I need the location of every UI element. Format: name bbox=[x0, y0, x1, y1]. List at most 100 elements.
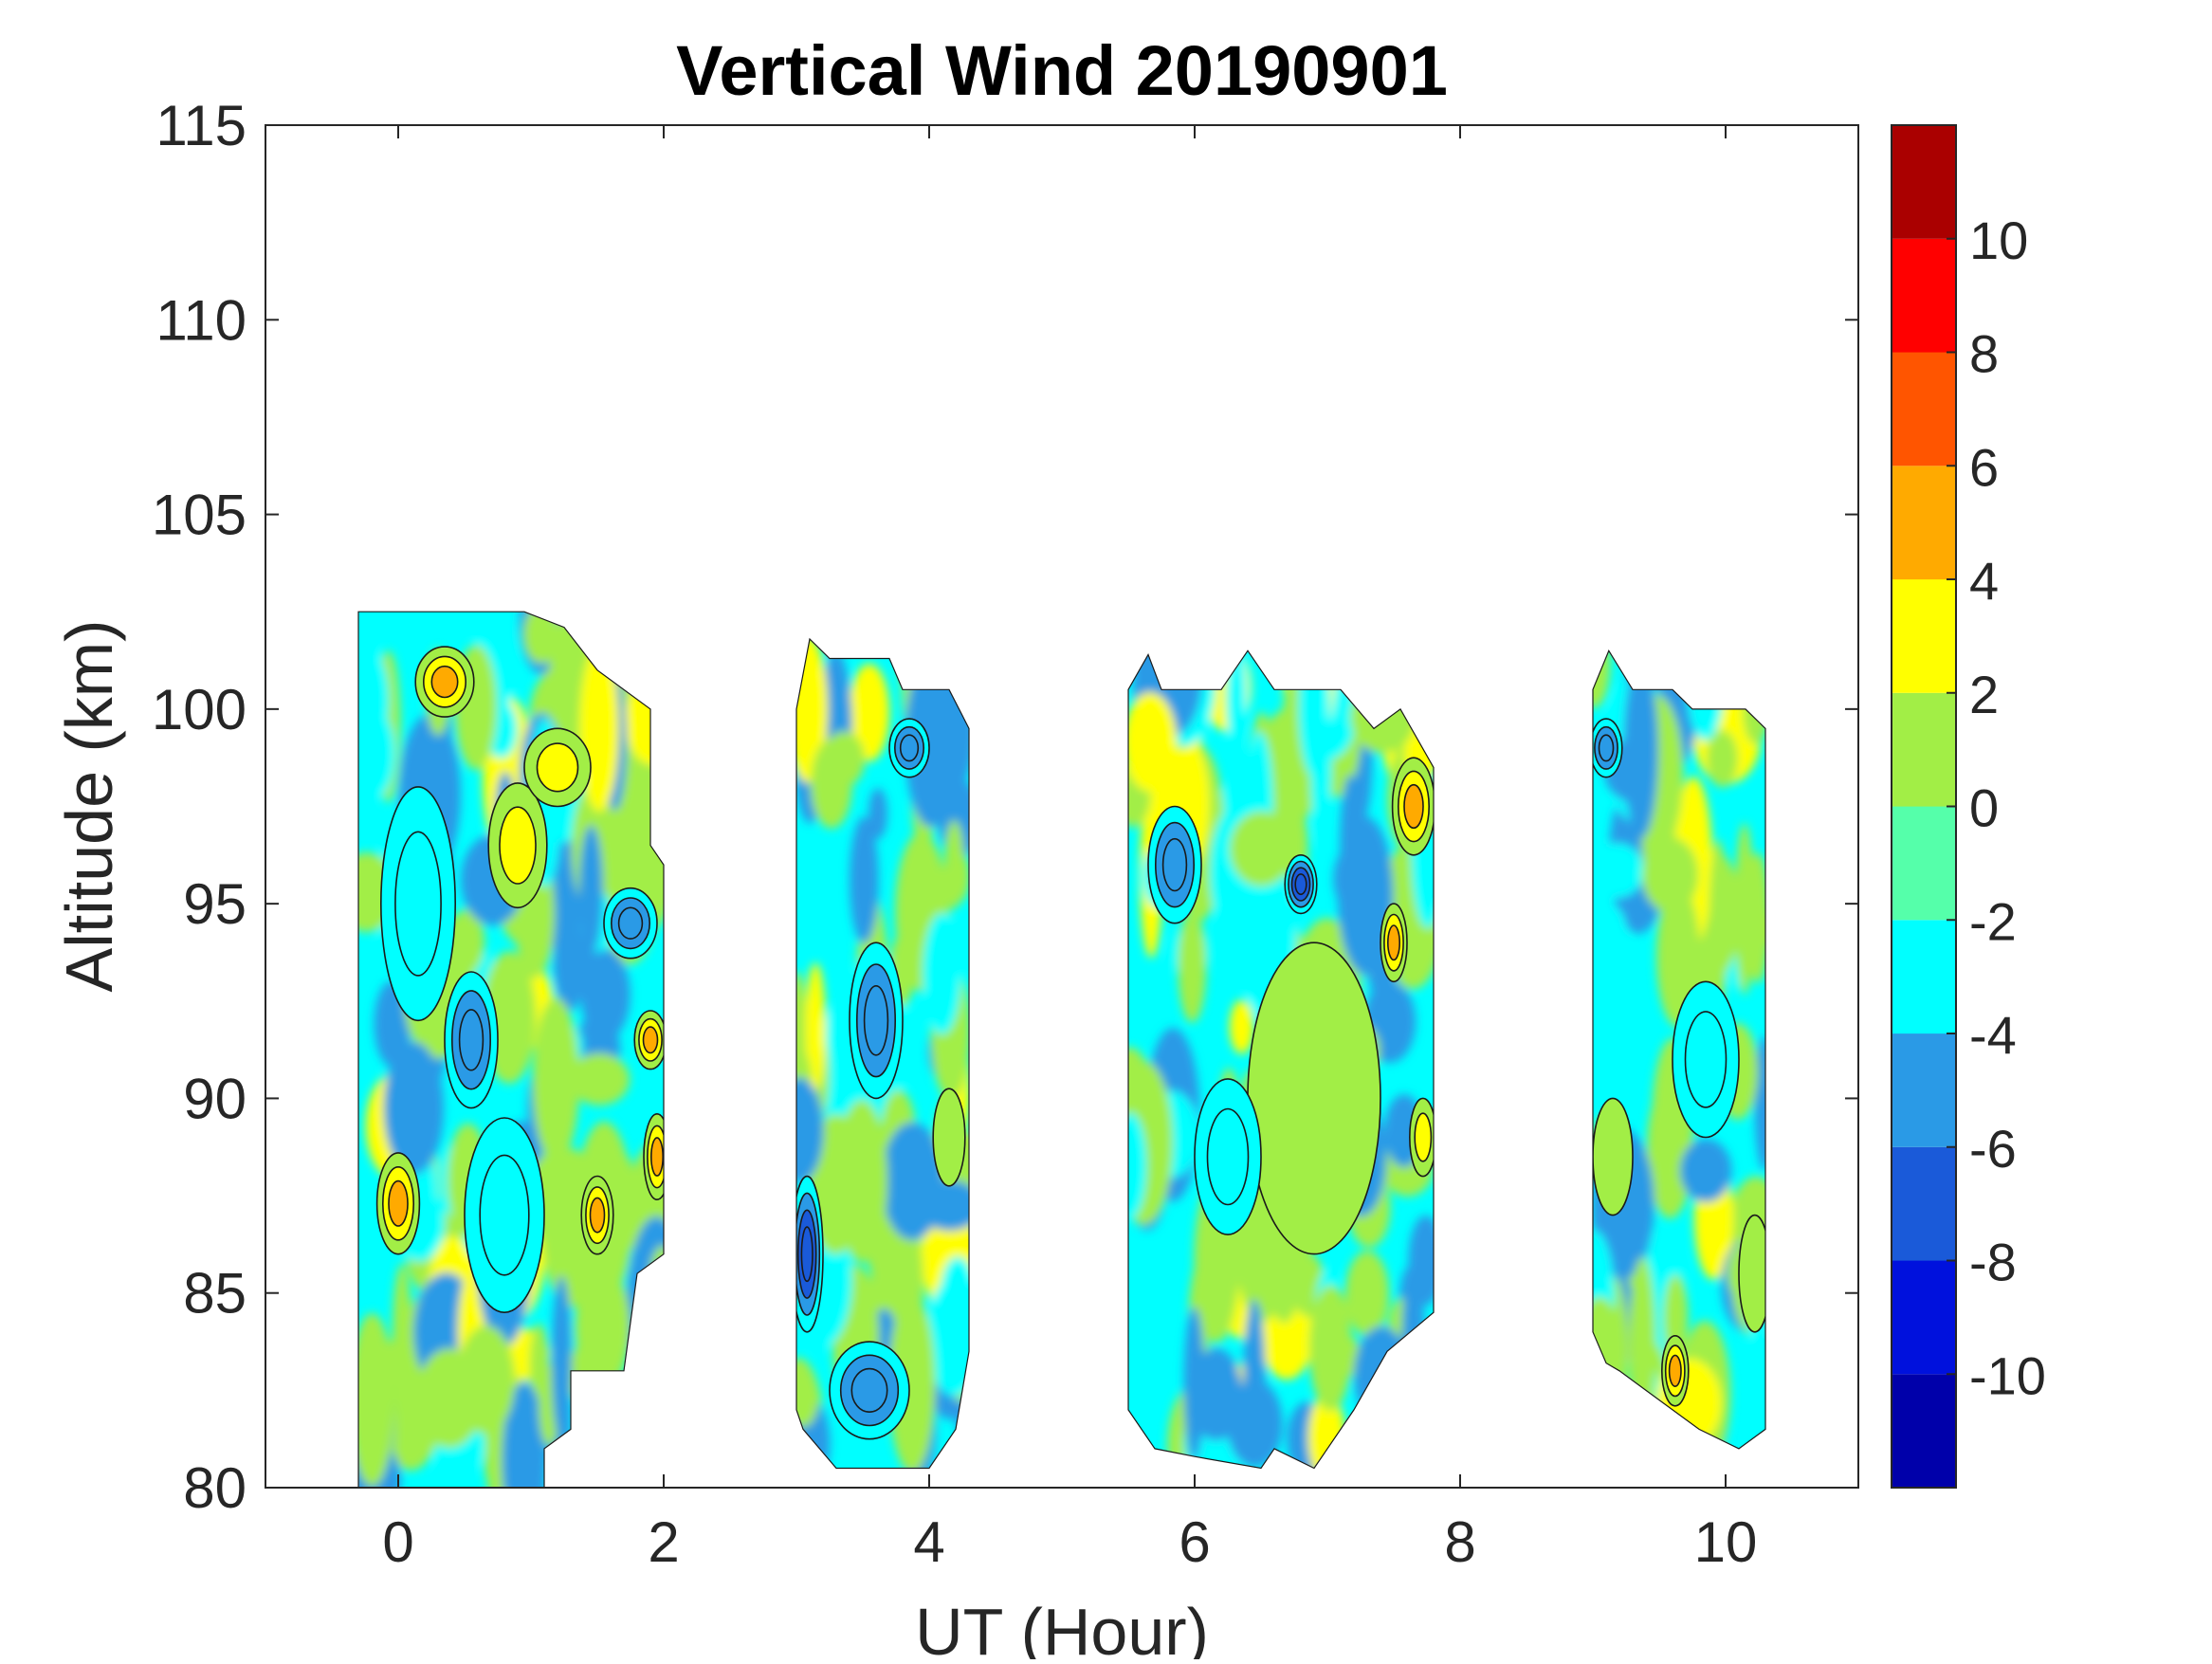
colorbar-swatch bbox=[1892, 125, 1956, 239]
colorbar-swatch bbox=[1892, 692, 1956, 807]
colorbar-swatch bbox=[1892, 1033, 1956, 1147]
x-tick-label: 8 bbox=[1444, 1510, 1475, 1574]
texture-cell bbox=[1709, 839, 1728, 1011]
colorbar-swatch bbox=[1892, 238, 1956, 353]
texture-cell bbox=[1707, 730, 1738, 788]
colorbar-swatch bbox=[1892, 1146, 1956, 1261]
contour-ring bbox=[394, 831, 442, 977]
colorbar-tick-label: 4 bbox=[1969, 551, 1999, 611]
texture-cell bbox=[553, 911, 586, 1013]
contour-ring bbox=[589, 1197, 606, 1234]
colorbar-tick-label: 2 bbox=[1969, 665, 1999, 724]
contour-ring bbox=[649, 1137, 664, 1177]
y-tick-label: 115 bbox=[155, 94, 247, 157]
contour-ring bbox=[1206, 1107, 1250, 1206]
contour-ring bbox=[1294, 873, 1307, 896]
contour-ring bbox=[1387, 924, 1401, 961]
texture-cell bbox=[881, 1122, 944, 1241]
x-tick-label: 10 bbox=[1694, 1510, 1758, 1574]
segment-1 bbox=[358, 612, 664, 1488]
contour-ring bbox=[430, 665, 459, 699]
contour-ring bbox=[1593, 1097, 1634, 1216]
colorbar-tick-label: -4 bbox=[1969, 1005, 2017, 1065]
contour-ring bbox=[1684, 1011, 1728, 1108]
plot-frame bbox=[265, 124, 1859, 1489]
texture-cell bbox=[383, 1041, 445, 1176]
texture-cell bbox=[358, 637, 390, 765]
texture-cell bbox=[1679, 1139, 1732, 1202]
texture-cell bbox=[849, 664, 890, 761]
contour-data-layer bbox=[357, 611, 1766, 1488]
y-tick-label: 95 bbox=[183, 872, 247, 936]
contour-ring bbox=[479, 1154, 530, 1276]
colorbar-tick-label: -6 bbox=[1969, 1119, 2017, 1179]
contour-ring bbox=[863, 985, 889, 1056]
texture-cell bbox=[796, 1370, 819, 1428]
colorbar-tick-label: 0 bbox=[1969, 778, 1999, 838]
segment-2 bbox=[796, 639, 969, 1469]
y-tick-label: 90 bbox=[183, 1067, 247, 1130]
texture-cell bbox=[563, 1173, 584, 1241]
colorbar-swatch bbox=[1892, 352, 1956, 466]
colorbar-tick-label: 10 bbox=[1969, 210, 2028, 270]
colorbar-tick-label: -10 bbox=[1969, 1345, 2046, 1405]
texture-cell bbox=[580, 948, 631, 1041]
colorbar-tick-label: -8 bbox=[1969, 1233, 2017, 1292]
texture-cell bbox=[1308, 1285, 1352, 1412]
colorbar-swatch bbox=[1892, 920, 1956, 1034]
texture-cell bbox=[942, 849, 969, 904]
x-tick-label: 0 bbox=[382, 1510, 413, 1574]
colorbar-swatch bbox=[1892, 579, 1956, 693]
texture-cell bbox=[392, 1263, 412, 1414]
texture-cell bbox=[608, 1152, 635, 1214]
contour-ring bbox=[499, 806, 537, 885]
texture-cell bbox=[811, 739, 852, 829]
y-tick-label: 85 bbox=[183, 1262, 247, 1326]
contour-ring bbox=[1414, 1112, 1433, 1162]
colorbar-tick-label: 8 bbox=[1969, 324, 1999, 384]
contour-ring bbox=[1668, 1354, 1682, 1388]
contour-ring bbox=[536, 742, 579, 793]
texture-cell bbox=[1128, 692, 1178, 792]
texture-cell bbox=[569, 1053, 630, 1106]
contour-features bbox=[375, 646, 664, 1313]
texture-cell bbox=[940, 1256, 969, 1332]
texture-cell bbox=[1593, 843, 1644, 898]
contour-ring bbox=[458, 1009, 484, 1071]
contour-ring bbox=[932, 1088, 966, 1187]
colorbar-tick-label: 6 bbox=[1969, 437, 1999, 497]
texture-cell bbox=[551, 1275, 572, 1444]
texture-cell bbox=[868, 788, 887, 839]
texture-cell bbox=[575, 1264, 631, 1391]
texture-cell bbox=[578, 825, 604, 955]
segment-outline bbox=[357, 611, 665, 1488]
contour-features bbox=[1593, 718, 1765, 1407]
contour-ring bbox=[642, 1026, 659, 1054]
texture-cell bbox=[1745, 852, 1765, 983]
texture-cell bbox=[905, 656, 957, 828]
texture-cell bbox=[1623, 660, 1658, 839]
texture-cell bbox=[1408, 1215, 1434, 1306]
y-axis-label: Altitude (km) bbox=[52, 620, 126, 993]
y-tick-label: 110 bbox=[155, 288, 247, 352]
texture-cell bbox=[805, 962, 826, 1090]
colorbar: -10 -8 -6 -4 -2 0 2 4 6 8 10 bbox=[1891, 124, 2046, 1489]
x-tick-label: 6 bbox=[1179, 1510, 1210, 1574]
contour-ring bbox=[388, 1179, 409, 1227]
contour-ring bbox=[800, 1226, 814, 1283]
contour-ring bbox=[617, 906, 644, 940]
contour-ring bbox=[899, 734, 920, 762]
contour-features bbox=[796, 718, 966, 1440]
texture-cell bbox=[1229, 999, 1254, 1054]
texture-cell bbox=[1183, 1307, 1205, 1461]
contour-features bbox=[1147, 757, 1434, 1255]
texture-cell bbox=[1178, 908, 1207, 1023]
chart-title: Vertical Wind 20190901 bbox=[676, 31, 1448, 110]
texture-cell bbox=[1128, 1112, 1147, 1219]
texture-cell bbox=[457, 1326, 515, 1435]
texture-cell bbox=[1310, 684, 1332, 846]
segment-outline bbox=[795, 637, 970, 1470]
x-tick-label: 4 bbox=[913, 1510, 944, 1574]
